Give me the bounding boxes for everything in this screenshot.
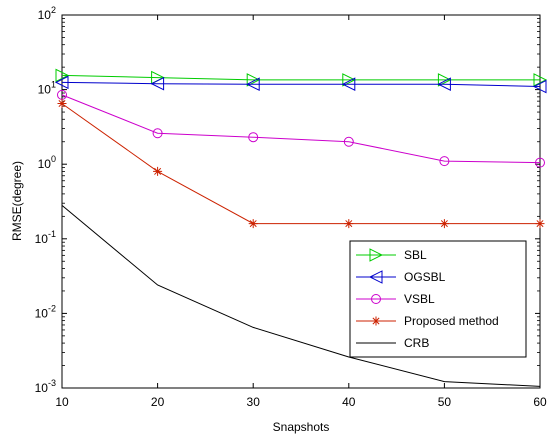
- data-point-ogsbl: [437, 77, 451, 92]
- legend-label-sbl: SBL: [404, 248, 427, 262]
- y-tick-label: 102: [38, 5, 56, 22]
- series-ogsbl: [54, 75, 547, 94]
- y-tick-label: 101: [38, 80, 56, 97]
- data-point-sbl: [437, 73, 452, 87]
- data-point-proposed-method: [57, 99, 67, 109]
- data-point-proposed-method: [439, 219, 449, 229]
- series-lines: [54, 68, 548, 387]
- series-line-proposed-method: [61, 103, 540, 225]
- series-line-ogsbl: [61, 81, 541, 87]
- x-tick-label: 50: [438, 395, 452, 409]
- legend-label-crb: CRB: [404, 336, 429, 350]
- data-point-ogsbl: [532, 79, 547, 94]
- legend-marker-ogsbl: [368, 270, 383, 284]
- data-point-ogsbl: [246, 77, 260, 92]
- series-line-sbl: [61, 74, 540, 81]
- legend-marker-sbl: [369, 248, 384, 262]
- data-point-vsbl: [439, 156, 450, 167]
- y-tick-label: 10-1: [35, 229, 56, 246]
- y-axis-label: RMSE(degree): [10, 161, 24, 241]
- legend-label-vsbl: VSBL: [404, 292, 435, 306]
- data-point-ogsbl: [341, 77, 356, 92]
- data-point-proposed-method: [344, 219, 354, 229]
- x-tick-label: 20: [151, 395, 165, 409]
- data-point-sbl: [55, 68, 70, 83]
- x-tick-label: 30: [247, 395, 261, 409]
- legend-label-proposed-method: Proposed method: [404, 314, 499, 328]
- series-line-vsbl: [61, 94, 541, 164]
- data-point-sbl: [246, 73, 261, 87]
- data-point-proposed-method: [535, 219, 545, 229]
- x-tick-label: 10: [55, 395, 69, 409]
- legend-marker-proposed-method: [371, 316, 381, 326]
- series-crb: [61, 205, 541, 387]
- data-point-proposed-method: [248, 219, 258, 229]
- data-point-vsbl: [248, 132, 259, 143]
- series-proposed-method: [57, 99, 545, 229]
- x-axis-label: Snapshots: [273, 420, 330, 434]
- legend-label-ogsbl: OGSBL: [404, 270, 446, 284]
- data-point-vsbl: [152, 128, 163, 139]
- data-point-vsbl: [535, 157, 545, 168]
- y-tick-label: 100: [38, 154, 56, 171]
- data-point-sbl: [342, 73, 356, 87]
- data-point-ogsbl: [150, 76, 165, 91]
- data-point-vsbl: [343, 136, 354, 147]
- y-tick-label: 10-3: [35, 378, 56, 395]
- data-point-proposed-method: [153, 166, 163, 176]
- legend: SBL OGSBL VSBL Proposed method CRB: [349, 240, 527, 358]
- x-tick-label: 40: [342, 395, 356, 409]
- axis-ticks: 10 20 30 40 50 60 10-3 10-2 10-1 100 101 102: [35, 5, 547, 409]
- series-sbl: [55, 68, 548, 87]
- legend-marker-vsbl: [371, 294, 381, 304]
- data-point-sbl: [533, 73, 548, 87]
- y-tick-label: 10-2: [35, 303, 56, 320]
- x-tick-label: 60: [533, 395, 547, 409]
- series-line-crb: [61, 205, 541, 387]
- data-point-ogsbl: [54, 75, 69, 90]
